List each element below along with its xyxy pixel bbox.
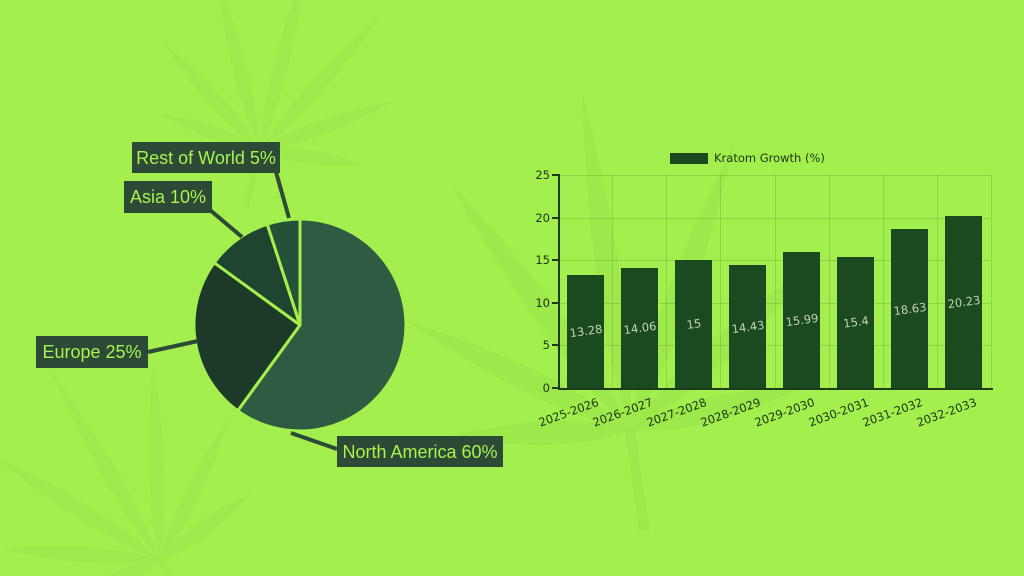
gridline-vertical bbox=[936, 175, 938, 388]
leader-line-rest-of-world bbox=[274, 171, 291, 219]
bar-2029-2030 bbox=[783, 251, 820, 388]
gridline-horizontal bbox=[558, 217, 991, 219]
pie-label-asia: Asia 10% bbox=[124, 181, 212, 213]
gridline-horizontal bbox=[558, 302, 991, 304]
y-tick-label: 10 bbox=[535, 295, 550, 310]
y-tick-label: 20 bbox=[535, 210, 550, 225]
bar-2025-2026 bbox=[567, 274, 604, 388]
leader-line-europe bbox=[147, 339, 199, 354]
bar-2030-2031 bbox=[837, 256, 874, 388]
legend: Kratom Growth (%) bbox=[670, 151, 825, 165]
x-tick-label: 2026-2027 bbox=[590, 395, 655, 430]
bar-value-label: 15 bbox=[685, 316, 702, 333]
bar-2026-2027 bbox=[621, 268, 658, 388]
y-tick-mark bbox=[552, 259, 558, 262]
bar-2031-2032 bbox=[891, 229, 928, 388]
x-tick-label: 2029-2030 bbox=[752, 395, 817, 430]
pie-slice-rest-of-world bbox=[265, 217, 302, 327]
x-tick-label: 2028-2029 bbox=[698, 395, 763, 430]
gridline-horizontal bbox=[558, 260, 991, 262]
bar-2027-2028 bbox=[675, 260, 712, 388]
x-tick-label: 2025-2026 bbox=[536, 395, 601, 430]
y-axis bbox=[558, 174, 560, 390]
gridline-vertical bbox=[882, 175, 884, 388]
legend-label: Kratom Growth (%) bbox=[714, 151, 825, 165]
gridline-vertical bbox=[991, 175, 992, 388]
y-tick-mark bbox=[552, 301, 558, 304]
leader-line-north-america bbox=[290, 431, 338, 451]
x-axis bbox=[558, 388, 993, 390]
y-tick-mark bbox=[552, 216, 558, 219]
gridline-horizontal bbox=[558, 345, 991, 347]
pie-label-europe: Europe 25% bbox=[36, 336, 148, 368]
gridline-vertical bbox=[666, 175, 668, 388]
y-tick-label: 25 bbox=[535, 168, 550, 182]
y-tick-label: 5 bbox=[542, 338, 550, 353]
gridline-vertical bbox=[720, 175, 722, 388]
legend-swatch-icon bbox=[670, 152, 708, 164]
pie-label-north-america: North America 60% bbox=[337, 436, 503, 467]
pie-slice-asia bbox=[212, 222, 302, 327]
y-tick-mark bbox=[552, 344, 558, 347]
x-tick-label: 2031-2032 bbox=[860, 395, 925, 430]
pie-label-rest-of-world: Rest of World 5% bbox=[132, 142, 280, 173]
x-tick-label: 2030-2031 bbox=[806, 395, 871, 430]
y-tick-mark bbox=[552, 174, 558, 176]
y-tick-label: 15 bbox=[535, 253, 550, 268]
gridline-vertical bbox=[612, 175, 614, 388]
x-tick-label: 2027-2028 bbox=[644, 395, 709, 430]
pie-slice-europe bbox=[192, 261, 302, 413]
bar-2028-2029 bbox=[729, 265, 766, 388]
y-tick-label: 0 bbox=[542, 381, 550, 395]
gridline-horizontal bbox=[558, 175, 991, 176]
leader-line-asia bbox=[208, 208, 244, 239]
y-tick-mark bbox=[552, 387, 558, 389]
gridline-vertical bbox=[828, 175, 830, 388]
bar-2032-2033 bbox=[945, 215, 982, 388]
pie-slice-north-america bbox=[236, 217, 408, 433]
x-tick-label: 2032-2033 bbox=[914, 395, 979, 430]
gridline-vertical bbox=[774, 175, 776, 388]
